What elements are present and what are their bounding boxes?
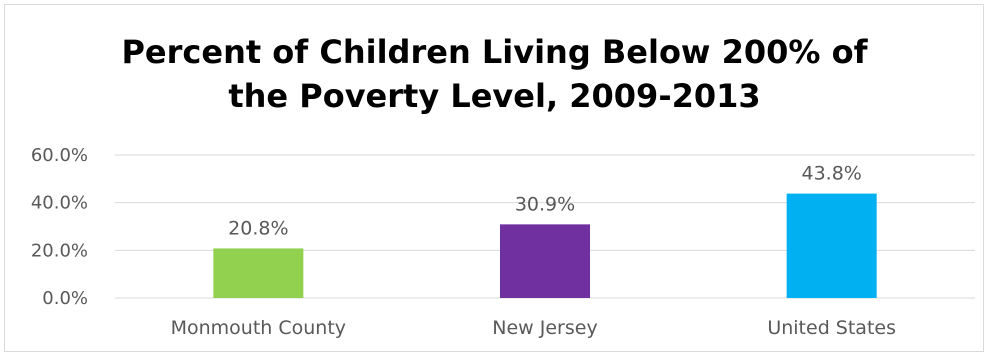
data-label: 30.9%	[515, 193, 575, 215]
y-tick-label: 60.0%	[31, 145, 88, 166]
x-category-label: New Jersey	[492, 317, 597, 339]
bar	[786, 193, 877, 298]
y-tick-label: 0.0%	[42, 288, 88, 309]
chart-title-line-2: the Poverty Level, 2009-2013	[228, 77, 761, 115]
data-label: 20.8%	[228, 217, 288, 239]
x-category-label: Monmouth County	[171, 317, 346, 339]
y-tick-label: 40.0%	[31, 193, 88, 214]
y-tick-label: 20.0%	[31, 240, 88, 261]
x-category-label: United States	[767, 317, 896, 339]
bar	[500, 224, 590, 298]
chart-title: Percent of Children Living Below 200% of…	[0, 30, 989, 118]
bar	[213, 248, 304, 298]
chart-title-line-1: Percent of Children Living Below 200% of	[121, 33, 868, 71]
data-label: 43.8%	[801, 163, 861, 185]
